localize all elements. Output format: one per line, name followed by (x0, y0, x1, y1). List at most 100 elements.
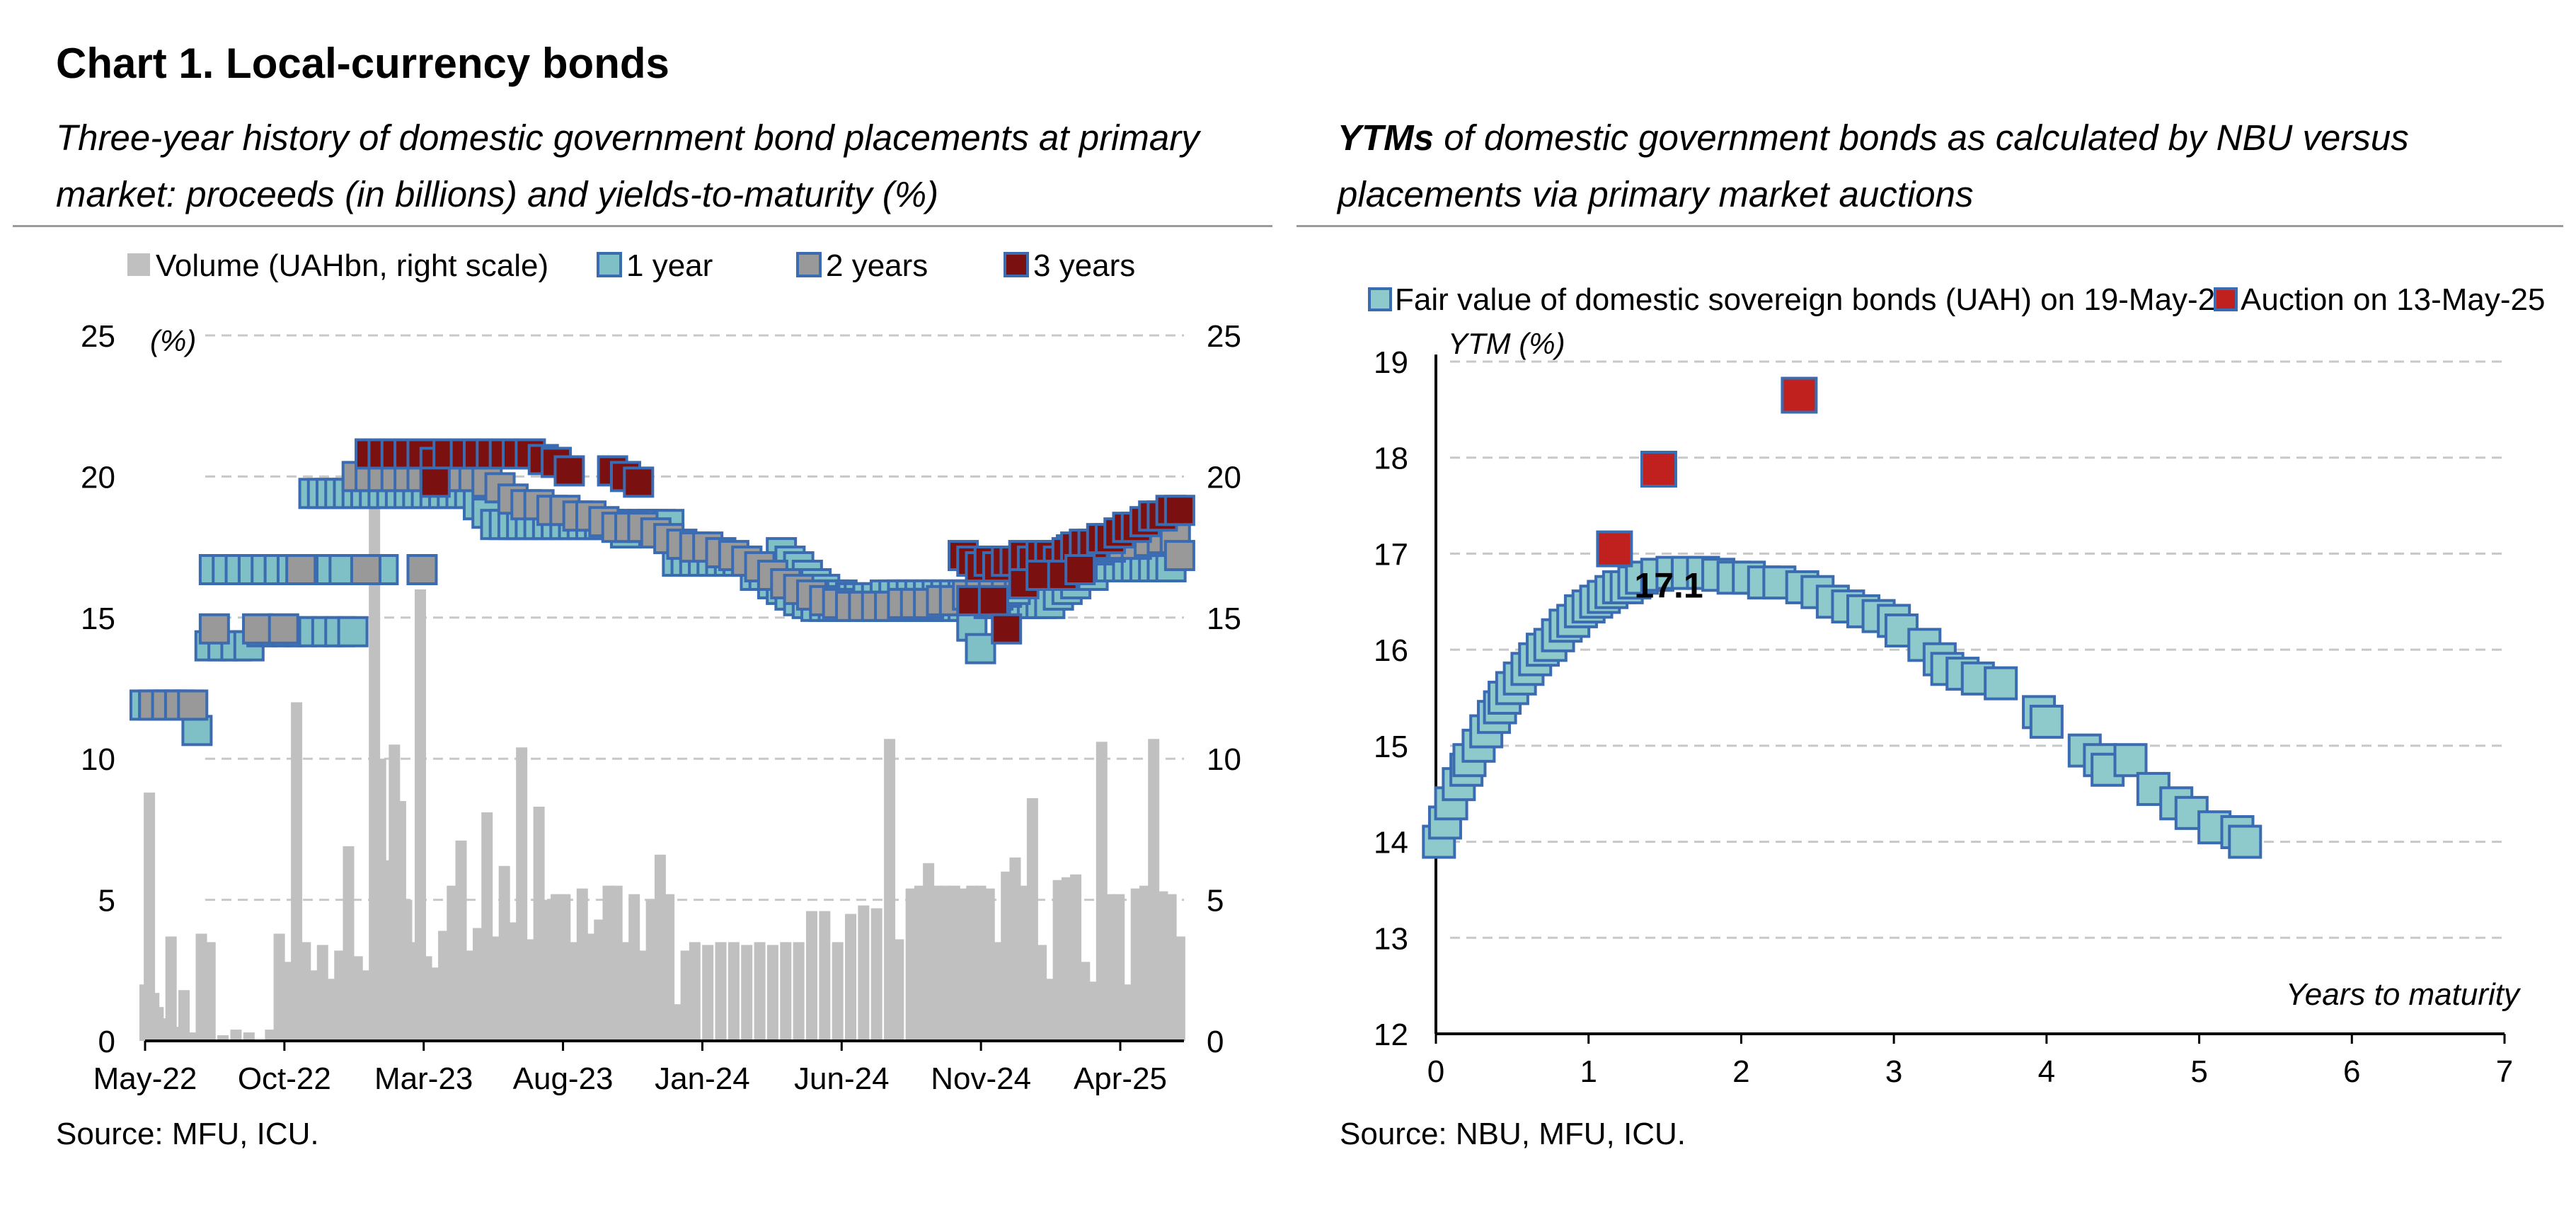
right-subtitle-rest: of domestic government bonds as calculat… (1338, 117, 2409, 214)
volume-bar (243, 1032, 255, 1041)
right-x-tick-label: 4 (2038, 1054, 2055, 1089)
yield-marker (991, 613, 1023, 645)
volume-bar (958, 888, 970, 1041)
volume-bar (1096, 742, 1108, 1041)
yield-marker (1064, 554, 1096, 586)
volume-bar (1139, 885, 1151, 1041)
volume-bar (585, 933, 597, 1041)
volume-bar (273, 933, 285, 1041)
volume-bar (619, 942, 631, 1041)
main-title: Chart 1. Local-currency bonds (56, 40, 669, 87)
volume-bar (472, 928, 484, 1041)
fair-value-marker (2228, 824, 2262, 859)
volume-bar (429, 967, 441, 1041)
volume-bar (858, 905, 870, 1041)
yield-marker (242, 613, 274, 645)
volume-bar (1113, 894, 1125, 1041)
left-x-tick-label: Nov-24 (931, 1061, 1031, 1096)
left-x-tick-label: Apr-25 (1074, 1061, 1167, 1096)
volume-bar (230, 1030, 242, 1041)
left-y-tick-label: 15 (81, 601, 115, 636)
volume-bar (1079, 962, 1091, 1041)
volume-bar (594, 919, 606, 1041)
yield-marker (1163, 540, 1195, 572)
left-y2-tick-label: 0 (1207, 1025, 1224, 1059)
volume-bar (1052, 880, 1064, 1041)
volume-bar (265, 1030, 277, 1041)
volume-bar (334, 950, 346, 1041)
right-x-tick-label: 6 (2343, 1054, 2360, 1089)
right-source-note: Source: NBU, MFU, ICU. (1340, 1117, 1686, 1151)
volume-bar (291, 702, 303, 1041)
yield-marker (350, 554, 381, 586)
right-x-tick-label: 1 (1580, 1054, 1597, 1089)
right-y-tick-label: 15 (1374, 730, 1408, 764)
volume-bar (299, 942, 311, 1041)
left-legend-swatch (597, 252, 622, 277)
volume-bar (931, 885, 943, 1041)
left-y-unit-label: (%) (150, 324, 196, 357)
left-legend-label: Volume (UAHbn, right scale) (156, 248, 548, 283)
right-legend-swatch (1368, 287, 1392, 311)
left-x-tick-label: Mar-23 (374, 1061, 473, 1096)
volume-bar (1173, 936, 1185, 1041)
volume-bar (1148, 739, 1160, 1041)
volume-bar (282, 962, 294, 1041)
volume-bar (884, 739, 896, 1041)
volume-bar (966, 885, 978, 1041)
volume-bar (507, 922, 519, 1041)
auction-marker (1596, 530, 1633, 568)
volume-bar (1061, 877, 1073, 1041)
volume-bar (351, 956, 363, 1041)
left-legend-label: 2 years (826, 248, 928, 283)
auction-marker (1781, 376, 1818, 414)
left-source-note: Source: MFU, ICU. (56, 1117, 319, 1151)
left-y2-tick-label: 10 (1207, 742, 1241, 777)
left-legend-swatch (1004, 252, 1029, 277)
volume-bar (780, 942, 792, 1041)
left-x-tick-label: Oct-22 (238, 1061, 331, 1096)
volume-bar (1130, 888, 1142, 1041)
volume-bar (156, 1018, 168, 1041)
yield-marker (406, 554, 438, 586)
volume-bar (805, 911, 817, 1041)
volume-bar (654, 854, 666, 1041)
left-x-tick-label: May-22 (93, 1061, 197, 1096)
volume-bar (1122, 984, 1134, 1041)
yield-marker (1163, 495, 1195, 526)
volume-bar (541, 899, 553, 1041)
volume-bar (1070, 874, 1082, 1041)
volume-bar (568, 942, 580, 1041)
yield-marker (977, 584, 1009, 616)
volume-bar (165, 936, 177, 1041)
right-x-tick-label: 5 (2190, 1054, 2207, 1089)
volume-bar (326, 979, 338, 1041)
left-legend-label: 3 years (1033, 248, 1135, 283)
volume-bar (360, 970, 372, 1041)
volume-bar (663, 894, 675, 1041)
right-legend-label: Fair value of domestic sovereign bonds (… (1395, 282, 2233, 317)
volume-bar (1001, 871, 1013, 1041)
volume-bar (1087, 981, 1099, 1041)
left-legend-label: 1 year (626, 248, 713, 283)
volume-bar (754, 942, 766, 1041)
volume-bar (1156, 891, 1168, 1041)
volume-bar (672, 1004, 684, 1041)
volume-bar (308, 970, 320, 1041)
volume-bar (702, 945, 714, 1041)
volume-bar (680, 950, 692, 1041)
left-legend-swatch (127, 253, 150, 276)
volume-bar (576, 888, 588, 1041)
volume-bar (217, 1035, 229, 1041)
volume-bar (551, 894, 563, 1041)
left-x-tick-label: Jan-24 (655, 1061, 750, 1096)
fair-value-marker (2029, 704, 2064, 739)
yield-marker (623, 466, 655, 498)
right-y-tick-label: 16 (1374, 633, 1408, 668)
yield-marker (553, 455, 585, 487)
volume-bar (187, 1032, 199, 1041)
volume-bar (533, 806, 545, 1041)
left-y2-tick-label: 20 (1207, 460, 1241, 495)
volume-bar (914, 885, 926, 1041)
